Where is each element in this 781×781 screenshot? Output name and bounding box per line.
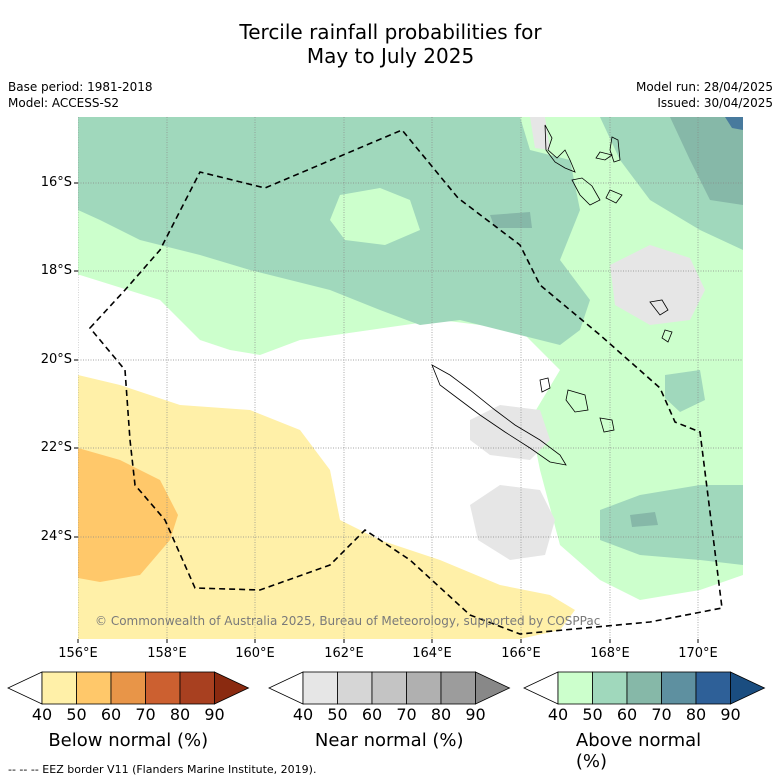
colorbar-tick-label: 90 [465,705,486,724]
colorbar-tick-label: 50 [327,705,348,724]
base-period: Base period: 1981-2018 [8,80,153,94]
above-normal-50-region [78,117,590,345]
new-caledonia-coastline [431,364,567,466]
colorbar-tick-label: 80 [685,705,707,724]
colorbar-tick-label: 70 [135,705,156,724]
near-normal-region [610,245,705,325]
colorbar-segment [337,671,373,705]
colorbar-segment [695,671,731,705]
colorbar-segment [41,671,77,705]
colorbar-segment [145,671,181,705]
colorbar-tick-label: 50 [582,705,603,724]
colorbar-0 [7,671,250,705]
colorbar-tick-label: 40 [31,705,53,724]
colorbar-tick-label: 80 [430,705,452,724]
lat-label-16s: 16°S [40,175,72,190]
model-run: Model run: 28/04/2025 [635,80,773,94]
colorbar-min-extension [7,671,43,705]
lon-label-164e: 164°E [412,646,452,661]
lon-label-158e: 158°E [147,646,187,661]
colorbar-title: Below normal (%) [48,730,209,751]
lon-label-162e: 162°E [324,646,364,661]
colorbar-tick-label: 70 [396,705,417,724]
colorbar-segment [179,671,215,705]
colorbar-tick-label: 90 [204,705,225,724]
colorbar-segment [76,671,112,705]
colorbar-tick-label: 50 [66,705,87,724]
map-area [78,117,743,639]
colorbar-segment [661,671,697,705]
lon-label-160e: 160°E [235,646,275,661]
graticule [78,117,743,639]
colorbar-max-extension [475,671,511,705]
colorbar-max-extension [730,671,766,705]
colorbar-segment [592,671,628,705]
colorbar-title: Near normal (%) [314,730,464,751]
colorbar-title: Above normal (%) [575,730,702,772]
lon-label-156e: 156°E [58,646,98,661]
colorbar-tick-label: 40 [292,705,314,724]
colorbar-segment [110,671,146,705]
colorbar-segment [371,671,407,705]
colorbar-segment [626,671,662,705]
lon-label-166e: 166°E [501,646,541,661]
colorbar-min-extension [268,671,304,705]
vanuatu-coastline [539,124,673,433]
lat-label-20s: 20°S [40,352,72,367]
lat-label-22s: 22°S [40,440,72,455]
issued-date: Issued: 30/04/2025 [657,96,773,110]
colorbar-tick-label: 60 [361,705,383,724]
colorbar-tick-label: 70 [651,705,672,724]
colorbar-segment [406,671,442,705]
below-normal-50-region [78,448,178,582]
lon-label-170e: 170°E [678,646,718,661]
colorbars [7,671,766,705]
colorbar-tick-label: 60 [100,705,122,724]
copyright-notice: © Commonwealth of Australia 2025, Bureau… [95,614,601,628]
colorbar-segment [440,671,476,705]
colorbar-1 [268,671,511,705]
axis-ticks [74,182,699,643]
colorbar-segment [302,671,338,705]
colorbar-tick-label: 40 [547,705,569,724]
colorbar-tick-label: 80 [169,705,191,724]
colorbar-segment [557,671,593,705]
colorbar-tick-label: 60 [616,705,638,724]
below-normal-40-region [78,375,575,639]
lat-label-18s: 18°S [40,263,72,278]
lon-label-168e: 168°E [590,646,630,661]
eez-footer-note: -- -- -- EEZ border V11 (Flanders Marine… [8,763,317,776]
lat-label-24s: 24°S [40,529,72,544]
map-title-line2: May to July 2025 [306,44,475,68]
colorbar-tick-label: 90 [720,705,741,724]
map-title-line1: Tercile rainfall probabilities for [239,20,542,44]
colorbar-min-extension [523,671,559,705]
model-name: Model: ACCESS-S2 [8,96,120,110]
colorbar-2 [523,671,766,705]
colorbar-max-extension [214,671,250,705]
